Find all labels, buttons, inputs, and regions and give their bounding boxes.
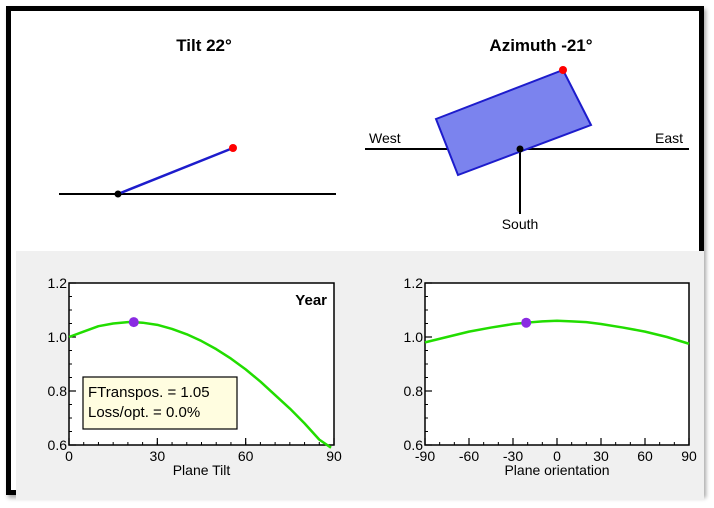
east-label: East	[655, 130, 683, 146]
azimuth-title: Azimuth -21°	[489, 36, 592, 55]
optimum-marker	[128, 317, 139, 328]
south-label: South	[502, 216, 539, 232]
tilt-diagram: Tilt 22°	[59, 36, 336, 198]
azimuth-plane	[434, 68, 593, 177]
x-axis-label: Plane orientation	[504, 462, 609, 478]
x-tick-label: 0	[553, 448, 561, 464]
y-tick-label: 1.0	[48, 329, 68, 345]
x-tick-label: 30	[593, 448, 609, 464]
curve-line	[424, 319, 690, 345]
optimum-marker	[521, 317, 532, 328]
info-line: FTranspos. = 1.05	[88, 384, 210, 401]
x-tick-label: -90	[415, 448, 435, 464]
tilt-pivot-dot	[114, 190, 122, 198]
info-box-frame	[82, 376, 238, 430]
x-tick-label: 30	[150, 448, 166, 464]
tilt-plane-line	[117, 146, 234, 196]
tilt-chart: 0.6 0.8 1.0 1.2 0 30 60 90 Plane Tilt Year FTransp…	[48, 275, 342, 478]
azimuth-tip-dot	[559, 66, 567, 74]
x-tick-label: 60	[637, 448, 653, 464]
azimuth-diagram: Azimuth -21° West East South	[365, 36, 689, 232]
period-label: Year	[295, 292, 327, 309]
orientation-chart: 0.6 0.8 1.0 1.2 -90 -60 -30 0 30 60 90 Plane orient…	[404, 275, 697, 478]
x-axis-label: Plane Tilt	[173, 462, 231, 478]
west-label: West	[369, 130, 401, 146]
plot-area	[424, 282, 690, 446]
azimuth-pivot-dot	[516, 145, 524, 153]
y-tick-label: 0.8	[404, 383, 424, 399]
y-tick-label: 1.2	[404, 275, 424, 291]
y-tick-label: 0.6	[48, 437, 68, 453]
curve-line	[68, 320, 332, 449]
transposition-window: Tilt 22° Azimuth -21° West East South 0.…	[6, 6, 704, 500]
info-line: Loss/opt. = 0.0%	[88, 404, 200, 421]
x-tick-label: 90	[681, 448, 697, 464]
x-tick-label: 0	[65, 448, 73, 464]
x-tick-label: 90	[326, 448, 342, 464]
y-tick-label: 1.0	[404, 329, 424, 345]
tilt-tip-dot	[229, 144, 237, 152]
y-tick-label: 1.2	[48, 275, 68, 291]
x-tick-label: -60	[459, 448, 479, 464]
info-box: FTranspos. = 1.05 Loss/opt. = 0.0%	[82, 376, 238, 430]
x-tick-label: -30	[503, 448, 523, 464]
y-tick-label: 0.6	[404, 437, 424, 453]
tilt-title: Tilt 22°	[176, 36, 232, 55]
y-tick-label: 0.8	[48, 383, 68, 399]
x-tick-label: 60	[238, 448, 254, 464]
